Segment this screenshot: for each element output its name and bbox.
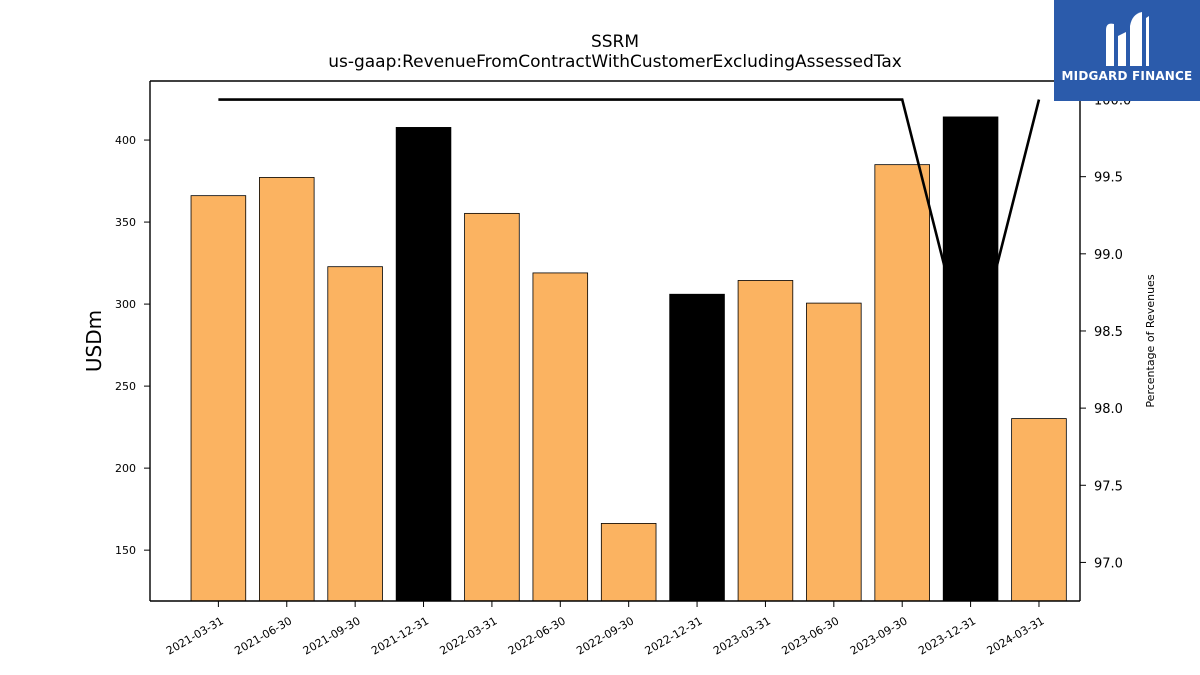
bar-2023-06-30 — [806, 302, 862, 602]
x-tick-label: 2022-09-30 — [574, 614, 636, 657]
bar-2021-12-31 — [395, 127, 452, 602]
y-tick-label: 300 — [115, 298, 136, 311]
x-tick-label: 2022-12-31 — [643, 614, 705, 657]
bar-2022-12-31 — [669, 293, 725, 602]
y2-axis-label: Percentage of Revenues — [1144, 274, 1157, 407]
y2-tick-label: 98.5 — [1094, 325, 1123, 340]
logo-text: MIDGARD FINANCE — [1061, 69, 1193, 83]
x-tick-label: 2022-03-31 — [438, 614, 500, 657]
bar-2023-09-30 — [874, 164, 930, 602]
bar-2021-06-30 — [259, 177, 315, 602]
x-tick-label: 2023-12-31 — [916, 614, 978, 657]
midgard-finance-logo: MIDGARD FINANCE — [1054, 0, 1200, 101]
bar-2021-09-30 — [327, 266, 383, 602]
y-tick-label: 350 — [115, 216, 136, 229]
chart-title: SSRM — [590, 32, 640, 52]
midgard-logo-icon — [1106, 12, 1149, 67]
bar-2022-06-30 — [532, 272, 589, 602]
bar-2023-03-31 — [737, 280, 794, 602]
bar-2021-03-31 — [190, 195, 247, 602]
y-tick-label: 200 — [115, 462, 136, 475]
x-tick-label: 2023-09-30 — [848, 614, 910, 657]
x-tick-label: 2021-03-31 — [164, 614, 226, 657]
percentage-line — [218, 98, 1041, 370]
y-tick-label: 250 — [115, 380, 136, 393]
x-tick-label: 2021-12-31 — [369, 614, 431, 657]
bar-2023-12-31 — [942, 116, 999, 602]
y-tick-label: 400 — [115, 134, 136, 147]
x-tick-label: 2023-03-31 — [711, 614, 773, 657]
x-tick-label: 2021-09-30 — [301, 614, 363, 657]
y2-tick-label: 97.5 — [1094, 479, 1123, 494]
y2-tick-label: 98.0 — [1094, 402, 1123, 417]
y2-tick-label: 97.0 — [1094, 556, 1123, 571]
y-tick-label: 150 — [115, 544, 136, 557]
x-tick-label: 2024-03-31 — [985, 614, 1047, 657]
x-tick-label: 2022-06-30 — [506, 614, 568, 657]
bar-2024-03-31 — [1011, 418, 1067, 602]
bar-2022-09-30 — [600, 523, 657, 602]
y2-tick-label: 99.0 — [1094, 248, 1123, 263]
y2-tick-label: 99.5 — [1094, 171, 1123, 186]
chart-subtitle: us-gaap:RevenueFromContractWithCustomerE… — [328, 52, 902, 72]
bar-2022-03-31 — [464, 212, 520, 602]
x-tick-label: 2021-06-30 — [232, 614, 294, 657]
x-tick-label: 2023-06-30 — [779, 614, 841, 657]
y-axis-label: USDm — [82, 310, 106, 372]
